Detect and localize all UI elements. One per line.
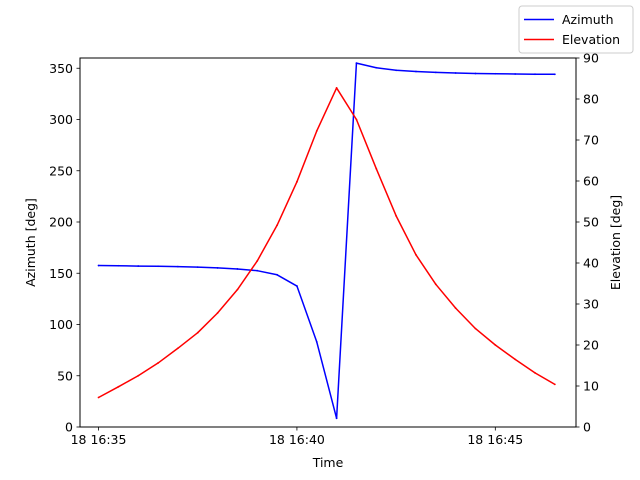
right-tick-label: 80 [583, 92, 599, 107]
data-point-elevation [117, 385, 120, 388]
data-point-azimuth [375, 66, 378, 69]
left-tick-label: 200 [49, 215, 73, 230]
legend-frame [518, 5, 634, 54]
data-point-elevation [236, 288, 239, 291]
data-point-elevation [196, 331, 199, 334]
data-point-azimuth [296, 285, 298, 287]
left-tick-label: 250 [49, 163, 73, 178]
left-tick-label: 300 [49, 112, 73, 127]
data-point-elevation [434, 283, 437, 286]
data-point-azimuth [415, 70, 417, 73]
data-point-elevation [375, 167, 378, 170]
data-point-azimuth [216, 267, 219, 269]
data-point-elevation [355, 118, 358, 121]
left-axis-ticks: 0 50 100 150 200 250 300 350 [49, 61, 80, 435]
x-tick-label: 18 16:40 [269, 432, 325, 447]
right-tick-label: 30 [583, 297, 599, 312]
data-point-azimuth [454, 72, 457, 74]
data-point-azimuth [276, 273, 278, 276]
data-point-azimuth [196, 266, 199, 268]
right-tick-label: 0 [583, 420, 591, 435]
data-point-azimuth [157, 265, 159, 268]
data-point-elevation [454, 307, 457, 309]
left-tick-label: 100 [49, 317, 73, 332]
data-point-azimuth [256, 269, 259, 272]
data-point-elevation [296, 180, 298, 183]
data-point-azimuth [553, 73, 556, 76]
right-tick-label: 10 [583, 379, 599, 394]
data-point-elevation [534, 371, 536, 374]
right-tick-label: 20 [583, 338, 599, 353]
data-point-azimuth [434, 71, 437, 74]
data-point-elevation [494, 344, 497, 346]
data-point-azimuth [176, 265, 179, 268]
data-point-elevation [276, 224, 278, 227]
data-point-elevation [315, 130, 318, 132]
data-point-azimuth [514, 73, 517, 75]
data-point-azimuth [97, 264, 100, 267]
right-tick-label: 60 [583, 174, 599, 189]
data-point-azimuth [335, 417, 338, 420]
right-tick-label: 50 [583, 215, 599, 230]
legend-label-elevation: Elevation [562, 32, 620, 47]
legend-label-azimuth: Azimuth [562, 12, 614, 27]
left-axis-title: Azimuth [deg] [23, 198, 38, 287]
x-tick-label: 18 16:45 [467, 432, 523, 447]
data-point-azimuth [534, 73, 536, 76]
data-point-azimuth [315, 341, 318, 343]
data-point-elevation [395, 214, 398, 217]
data-point-elevation [256, 260, 259, 262]
right-axis-title: Elevation [deg] [608, 195, 623, 290]
left-tick-label: 350 [49, 61, 73, 76]
data-point-azimuth [137, 265, 140, 267]
data-point-elevation [514, 358, 517, 361]
data-point-elevation [137, 374, 140, 377]
data-point-elevation [176, 347, 179, 350]
data-point-elevation [97, 396, 100, 399]
x-axis-ticks: 18 16:35 18 16:40 18 16:45 [71, 427, 523, 447]
data-point-elevation [216, 312, 219, 314]
left-tick-label: 150 [49, 266, 73, 281]
legend: Azimuth Elevation [518, 5, 634, 54]
series-line-elevation [98, 87, 556, 399]
x-tick-label: 18 16:35 [71, 432, 127, 447]
data-point-elevation [474, 327, 477, 330]
plot-lines [97, 62, 556, 420]
plot-frame [79, 57, 577, 428]
series-line-azimuth [98, 62, 555, 420]
data-point-azimuth [395, 69, 398, 72]
right-tick-label: 40 [583, 256, 599, 271]
data-point-elevation [157, 362, 159, 364]
data-point-azimuth [494, 72, 497, 75]
data-point-elevation [335, 87, 338, 89]
data-point-azimuth [117, 264, 120, 267]
right-tick-label: 90 [583, 51, 599, 66]
data-point-azimuth [236, 268, 239, 270]
data-point-azimuth [474, 72, 477, 75]
data-point-elevation [415, 253, 417, 256]
data-point-azimuth [355, 62, 358, 65]
data-point-elevation [553, 383, 556, 386]
right-axis-ticks: 0 10 20 30 40 50 60 70 80 90 [576, 51, 599, 435]
left-tick-label: 50 [57, 368, 73, 383]
left-tick-label: 0 [65, 420, 73, 435]
right-tick-label: 70 [583, 133, 599, 148]
x-axis-title: Time [312, 455, 344, 470]
